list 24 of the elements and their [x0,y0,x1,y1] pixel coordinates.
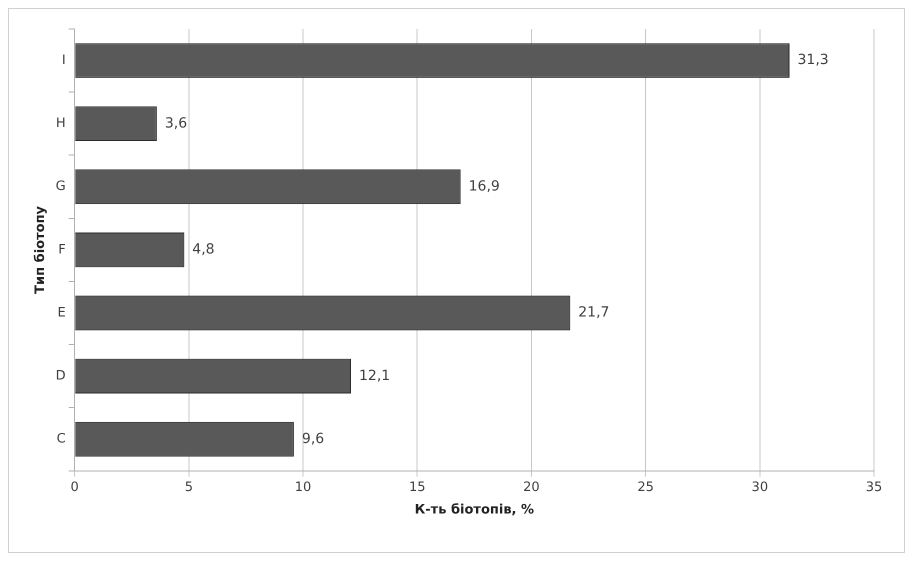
x-tick-label: 25 [637,480,654,495]
x-tick-label: 30 [752,480,768,495]
y-tick-label: I [62,52,66,68]
data-label: 31,3 [798,52,829,68]
data-label: 3,6 [164,115,188,132]
data-label: 12,1 [359,368,390,384]
y-tick-label: H [56,116,66,132]
x-tick-label: 0 [70,480,79,495]
x-tick-label: 35 [866,480,882,495]
data-label: 21,7 [578,304,610,321]
x-tick-label: 5 [184,480,194,495]
y-tick-label: C [56,432,66,447]
y-axis-title: Тип біотопу [33,205,48,294]
y-tick-label: D [56,368,66,384]
data-label: 4,8 [192,242,215,258]
x-tick-label: 20 [523,480,540,495]
y-tick-label: G [56,179,66,194]
y-tick-label: F [58,242,66,258]
x-tick-label: 10 [294,480,312,495]
data-label: 9,6 [302,430,324,447]
y-tick-label: E [57,305,66,320]
data-label: 16,9 [468,178,500,194]
x-axis-title: К-ть біотопів, % [414,502,534,518]
x-tick-label: 15 [408,480,426,495]
